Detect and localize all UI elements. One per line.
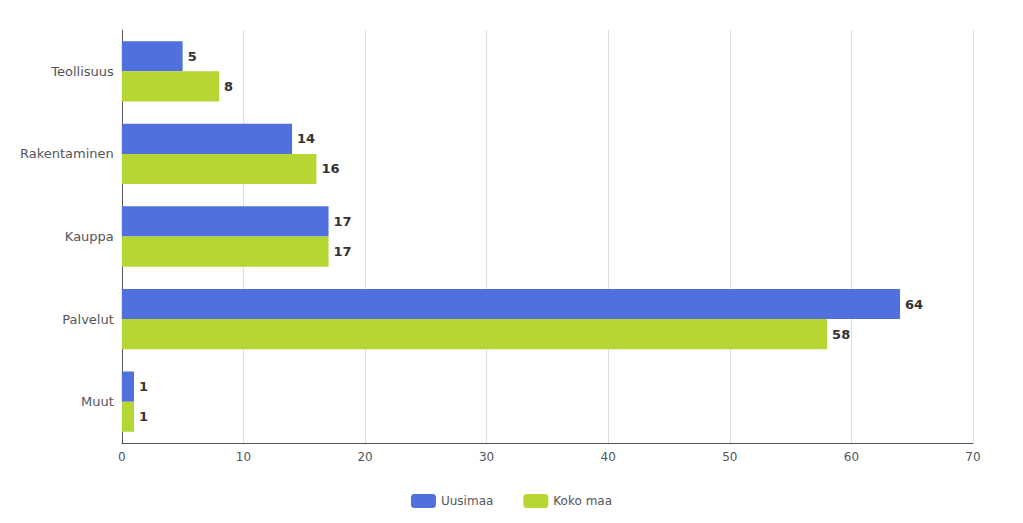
svg-text:20: 20 [357,450,372,464]
svg-text:Koko maa: Koko maa [553,494,612,508]
svg-text:Rakentaminen: Rakentaminen [20,146,114,161]
svg-text:70: 70 [965,450,980,464]
svg-text:17: 17 [334,214,352,229]
svg-text:30: 30 [479,450,494,464]
svg-text:50: 50 [722,450,737,464]
svg-text:5: 5 [188,49,197,64]
svg-text:Palvelut: Palvelut [62,312,113,327]
svg-text:Kauppa: Kauppa [65,229,114,244]
svg-text:17: 17 [334,244,352,259]
svg-text:14: 14 [297,131,315,146]
svg-text:64: 64 [905,297,923,312]
svg-text:8: 8 [224,79,233,94]
svg-text:1: 1 [139,379,148,394]
svg-text:0: 0 [118,450,126,464]
svg-text:1: 1 [139,409,148,424]
svg-text:10: 10 [236,450,251,464]
svg-text:16: 16 [321,161,339,176]
svg-text:Muut: Muut [81,394,114,409]
svg-text:60: 60 [844,450,859,464]
svg-text:58: 58 [832,327,850,342]
svg-text:Uusimaa: Uusimaa [441,494,493,508]
svg-text:Teollisuus: Teollisuus [50,64,114,79]
svg-text:40: 40 [601,450,616,464]
